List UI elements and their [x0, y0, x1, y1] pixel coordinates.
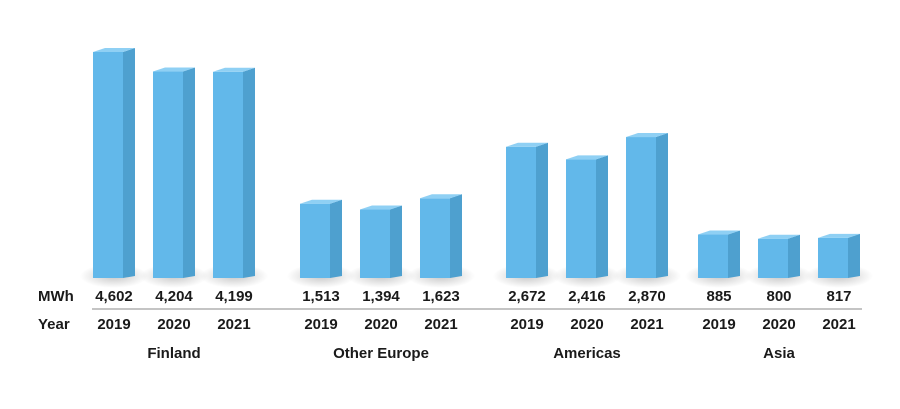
bar-side-face	[656, 133, 668, 278]
bar-top-face	[93, 48, 135, 52]
bar	[818, 233, 860, 278]
bar	[566, 155, 608, 278]
bar	[300, 199, 342, 278]
bar	[758, 234, 800, 278]
bar	[360, 205, 402, 278]
bar-top-face	[758, 234, 800, 239]
bar-front-face	[758, 238, 788, 278]
bar-side-face	[330, 199, 342, 278]
bar-front-face	[698, 234, 728, 278]
group-label: Finland	[147, 345, 200, 362]
bar-side-face	[596, 155, 608, 278]
value-label: 2,416	[568, 288, 606, 305]
bar	[213, 67, 255, 279]
value-label: 817	[826, 288, 851, 305]
bar-top-face	[698, 230, 740, 235]
bar	[153, 67, 195, 279]
bar-side-face	[243, 67, 255, 279]
bar	[698, 230, 740, 278]
year-tick-label: 2019	[702, 316, 735, 333]
year-tick-label: 2019	[510, 316, 543, 333]
bar	[506, 142, 548, 278]
row-label-values: MWh	[38, 288, 74, 305]
group-label: Other Europe	[333, 345, 429, 362]
bar	[626, 133, 668, 278]
value-label: 2,870	[628, 288, 666, 305]
bar-top-face	[153, 67, 195, 72]
year-tick-label: 2020	[157, 316, 190, 333]
value-label: 800	[766, 288, 791, 305]
year-tick-label: 2020	[570, 316, 603, 333]
bar-top-face	[626, 133, 668, 138]
bar-side-face	[536, 142, 548, 278]
row-label-years: Year	[38, 316, 70, 333]
year-tick-label: 2021	[217, 316, 250, 333]
value-label: 885	[706, 288, 731, 305]
year-tick-label: 2020	[762, 316, 795, 333]
bar	[93, 48, 135, 278]
bar-front-face	[153, 71, 183, 279]
bar-side-face	[450, 194, 462, 278]
bar-side-face	[183, 67, 195, 279]
bar-front-face	[506, 146, 536, 278]
bar-side-face	[848, 233, 860, 278]
bar-top-face	[566, 155, 608, 160]
value-label: 1,623	[422, 288, 460, 305]
year-tick-label: 2019	[304, 316, 337, 333]
bar-side-face	[123, 48, 135, 278]
bar-front-face	[300, 203, 330, 278]
year-tick-label: 2021	[424, 316, 457, 333]
value-label: 1,513	[302, 288, 340, 305]
value-label: 1,394	[362, 288, 400, 305]
bar-top-face	[300, 199, 342, 204]
value-label: 4,199	[215, 288, 253, 305]
bar-front-face	[818, 237, 848, 278]
group-label: Americas	[553, 345, 621, 362]
year-tick-label: 2020	[364, 316, 397, 333]
bar-front-face	[93, 52, 123, 278]
bar-front-face	[626, 137, 656, 278]
bar-front-face	[420, 198, 450, 278]
year-tick-label: 2019	[97, 316, 130, 333]
bar-top-face	[420, 194, 462, 199]
bar-top-face	[213, 67, 255, 72]
value-label: 2,672	[508, 288, 546, 305]
bar-front-face	[566, 159, 596, 278]
bar-side-face	[788, 234, 800, 278]
year-tick-label: 2021	[822, 316, 855, 333]
bar-top-face	[818, 233, 860, 238]
bar-front-face	[360, 209, 390, 278]
value-label: 4,602	[95, 288, 133, 305]
value-label: 4,204	[155, 288, 193, 305]
bar	[420, 194, 462, 278]
bar-front-face	[213, 71, 243, 279]
bar-top-face	[506, 142, 548, 147]
bar-side-face	[390, 205, 402, 278]
bar-side-face	[728, 230, 740, 278]
year-tick-label: 2021	[630, 316, 663, 333]
bar-top-face	[360, 205, 402, 210]
group-label: Asia	[763, 345, 795, 362]
